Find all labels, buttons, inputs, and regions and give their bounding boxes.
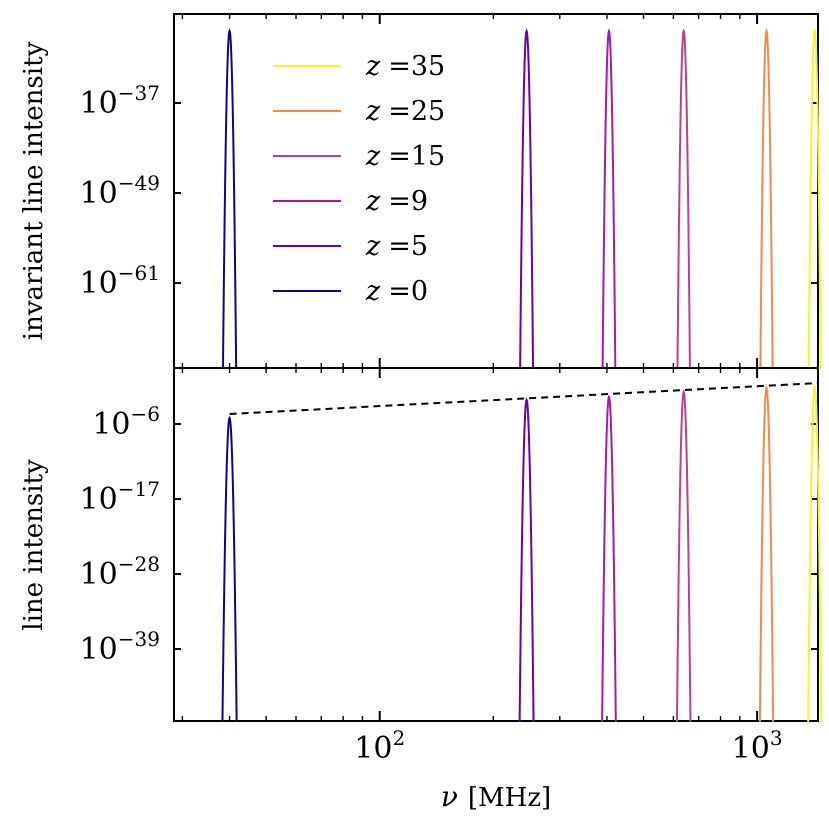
bottom-ytick-label: 10−6 — [92, 402, 160, 442]
top-series-line — [601, 28, 617, 370]
legend-label: z =25 — [365, 96, 445, 127]
top-y-ticks: 10−37 10−49 10−61 — [80, 81, 818, 301]
bottom-ylabel: line intensity — [19, 459, 49, 631]
bottom-series-line — [807, 384, 823, 723]
top-series-line — [676, 28, 691, 370]
top-panel: 10−37 10−49 10−61 z =35 z =25 z =15 z =9 z =5 z =0 — [80, 13, 822, 370]
top-series-line — [807, 27, 822, 370]
legend-label: z =5 — [365, 231, 428, 262]
legend-label: z =35 — [365, 51, 445, 82]
bottom-panel: 10−6 10−17 10−28 10−39 102 103 — [80, 14, 823, 766]
top-series-line — [519, 28, 535, 370]
top-ytick-label: 10−37 — [80, 81, 160, 121]
bottom-series-line — [601, 394, 617, 723]
bottom-ytick-label: 10−17 — [80, 477, 160, 517]
legend-label: z =0 — [365, 276, 428, 307]
legend: z =35 z =25 z =15 z =9 z =5 z =0 — [273, 51, 445, 307]
top-ytick-label: 10−49 — [80, 171, 160, 211]
legend-label: z =15 — [365, 141, 445, 172]
bottom-series-line — [518, 397, 535, 723]
bottom-y-ticks: 10−6 10−17 10−28 10−39 — [80, 402, 818, 667]
top-ytick-label: 10−61 — [80, 261, 160, 301]
xlabel: ν [MHz] — [441, 780, 551, 813]
top-panel-frame — [173, 13, 819, 369]
legend-label: z =9 — [365, 186, 428, 217]
xtick-label: 103 — [732, 726, 783, 766]
bottom-ytick-label: 10−39 — [80, 627, 160, 667]
bottom-series-line — [675, 389, 692, 723]
dashed-envelope-line — [229, 382, 819, 415]
bottom-panel-frame — [173, 367, 819, 722]
x-ticks: 102 103 — [181, 14, 783, 766]
top-series-line — [759, 28, 774, 370]
top-series-lines — [221, 27, 822, 370]
bottom-series-lines — [221, 384, 823, 723]
bottom-series-line — [758, 385, 775, 723]
bottom-series-line — [221, 415, 238, 723]
bottom-ytick-label: 10−28 — [80, 552, 160, 592]
top-series-line — [221, 28, 238, 370]
top-ylabel: invariant line intensity — [19, 41, 49, 340]
xtick-label: 102 — [354, 726, 405, 766]
